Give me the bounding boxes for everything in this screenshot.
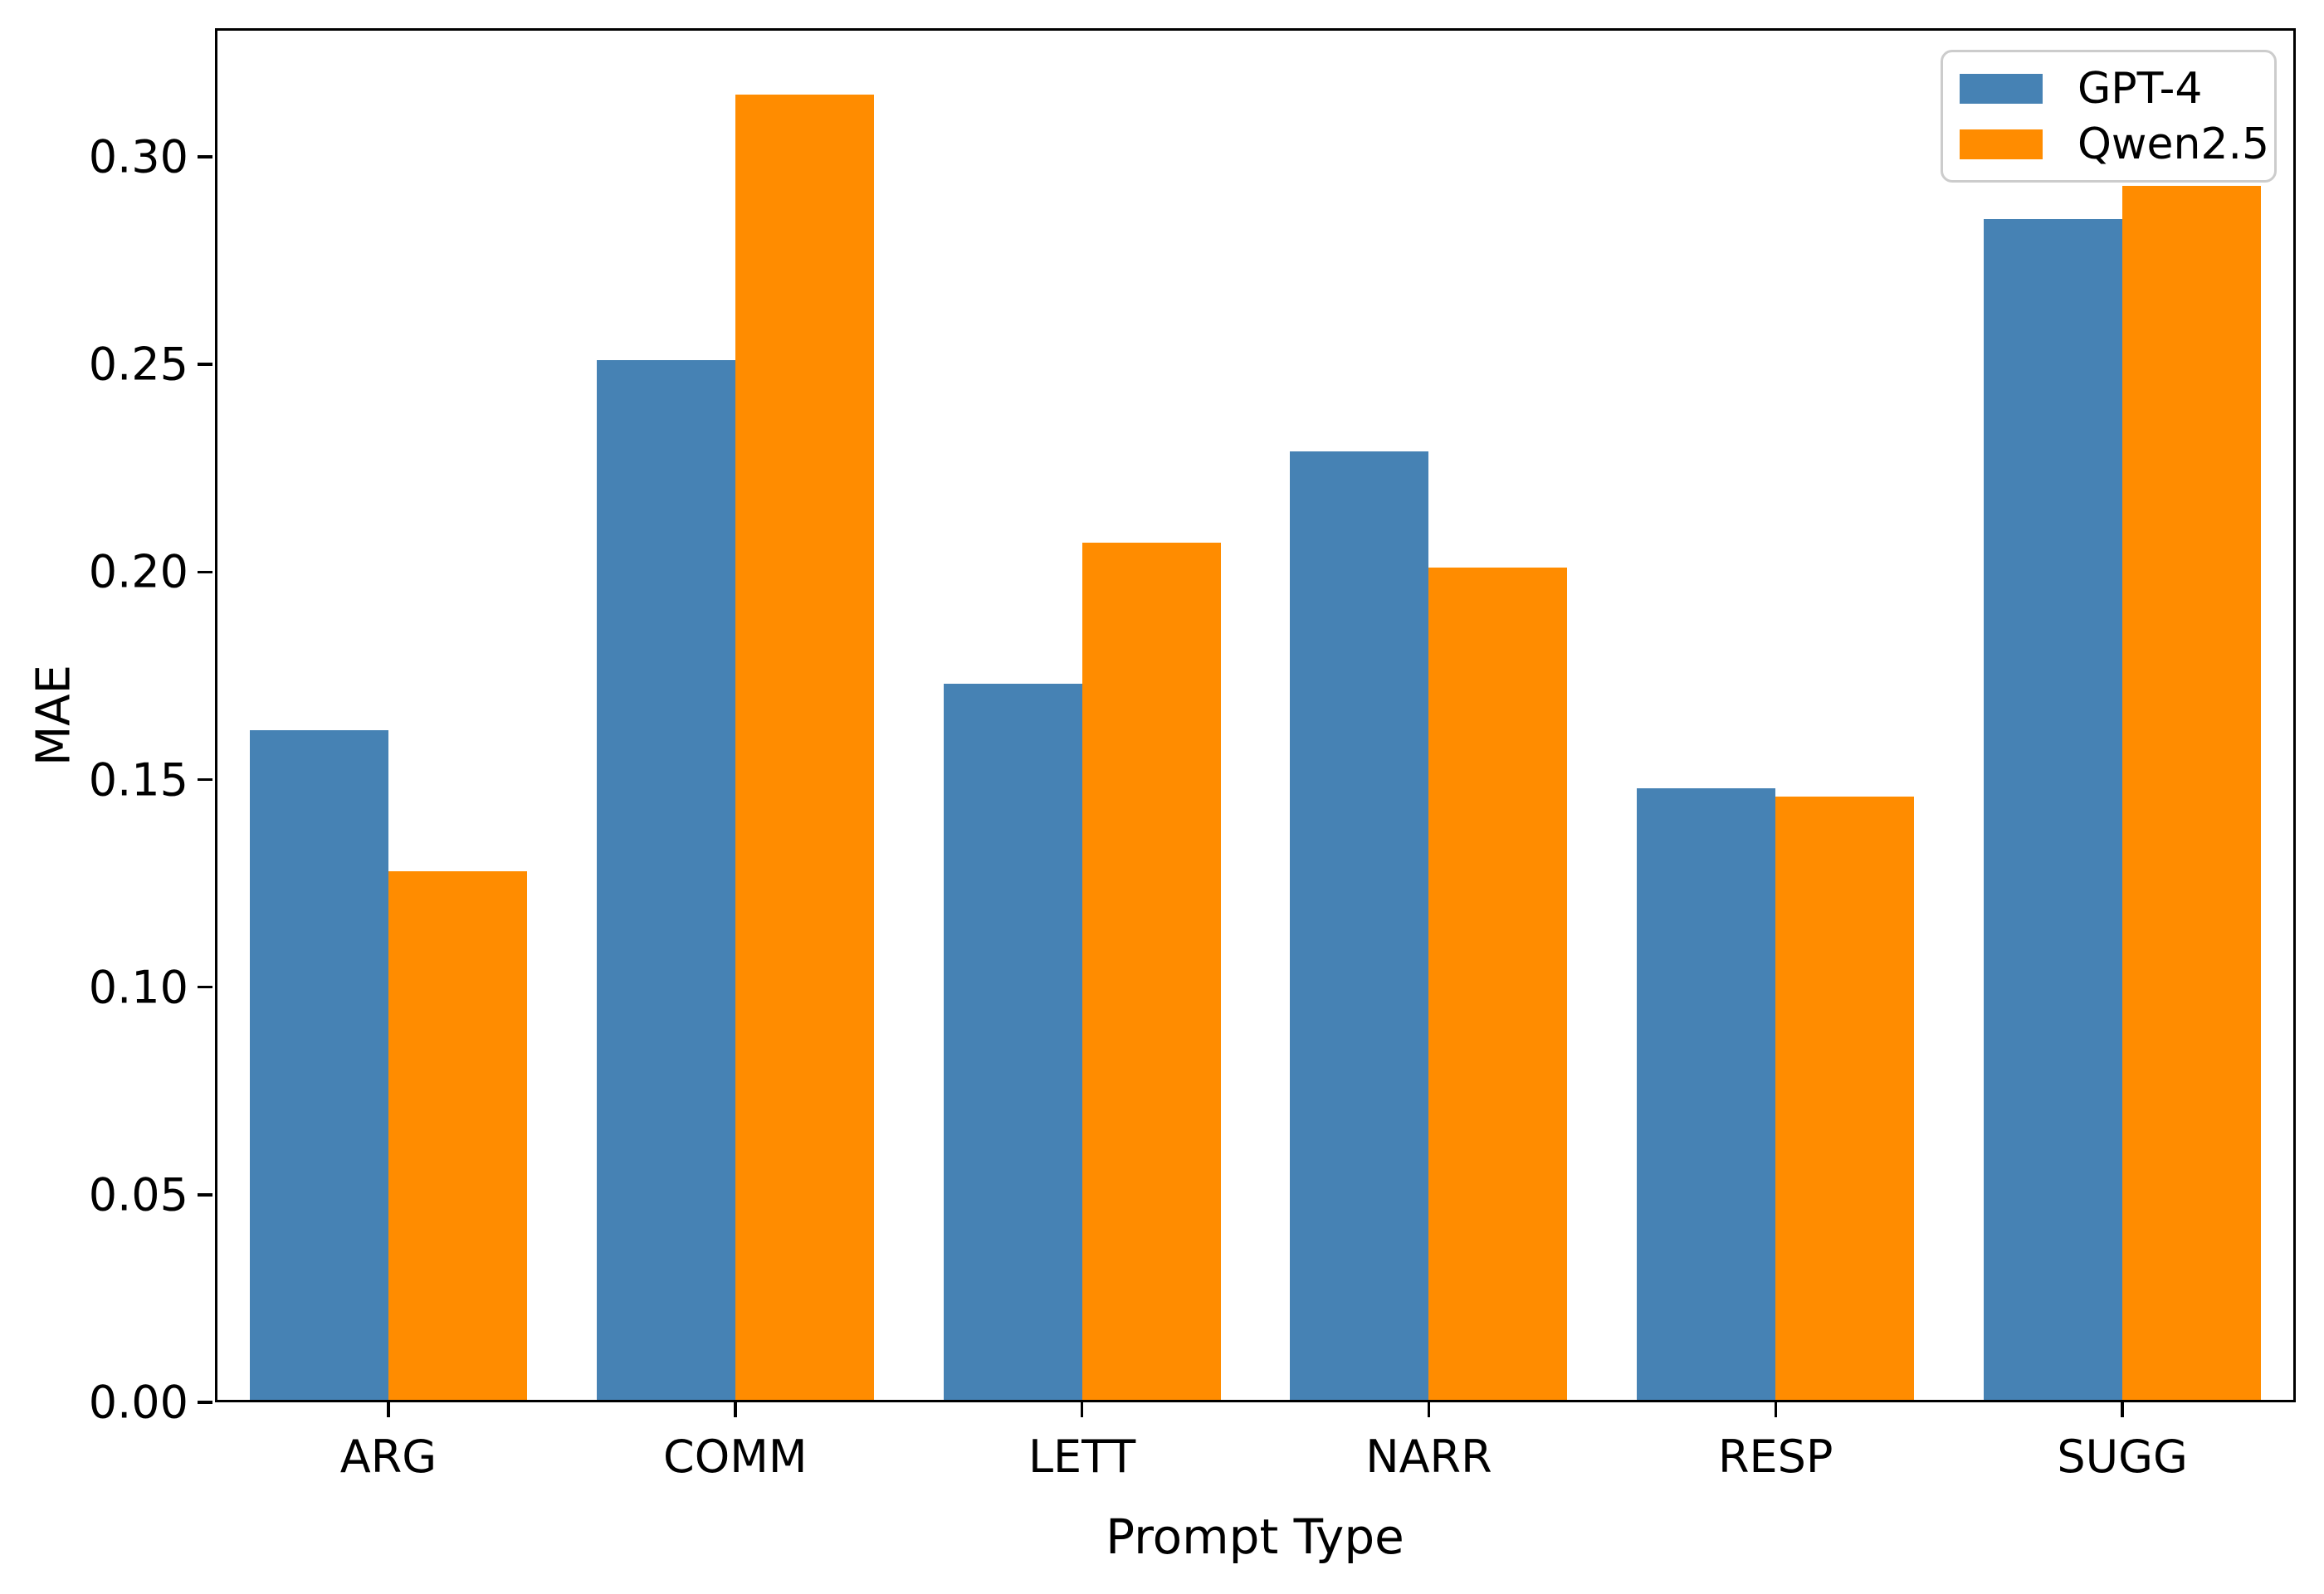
y-tick-mark — [198, 778, 212, 782]
bar-qwen2-5-arg — [388, 870, 527, 1402]
legend: GPT-4 Qwen2.5 — [1941, 50, 2277, 183]
x-tick-mark — [2121, 1402, 2124, 1417]
bar-gpt-4-comm — [596, 360, 735, 1402]
x-tick-mark — [734, 1402, 737, 1417]
x-tick-label-resp: RESP — [1718, 1431, 1833, 1483]
y-tick-label: 0.15 — [88, 753, 188, 807]
bar-gpt-4-sugg — [1984, 219, 2123, 1402]
bar-qwen2-5-comm — [735, 95, 874, 1402]
x-tick-label-lett: LETT — [1028, 1431, 1136, 1483]
x-tick-label-arg: ARG — [339, 1431, 437, 1483]
x-tick-mark — [387, 1402, 390, 1417]
legend-label-gpt-4: GPT-4 — [2077, 63, 2203, 114]
y-axis-label: MAE — [27, 664, 81, 767]
y-tick-label: 0.10 — [88, 961, 188, 1014]
x-tick-label-narr: NARR — [1365, 1431, 1492, 1483]
legend-label-qwen2-5: Qwen2.5 — [2077, 119, 2270, 169]
y-tick-label: 0.30 — [88, 130, 188, 183]
y-tick-label: 0.00 — [88, 1376, 188, 1429]
x-tick-mark — [1427, 1402, 1431, 1417]
x-tick-mark — [1774, 1402, 1777, 1417]
x-tick-label-comm: COMM — [663, 1431, 808, 1483]
x-tick-label-sugg: SUGG — [2057, 1431, 2188, 1483]
legend-patch-qwen2-5 — [1960, 129, 2043, 159]
bar-qwen2-5-sugg — [2122, 186, 2262, 1402]
bar-gpt-4-resp — [1637, 787, 1776, 1402]
bar-gpt-4-lett — [943, 684, 1082, 1402]
legend-patch-gpt-4 — [1960, 73, 2043, 104]
y-tick-mark — [198, 985, 212, 989]
y-tick-mark — [198, 570, 212, 574]
y-tick-mark — [198, 155, 212, 158]
bar-gpt-4-arg — [249, 729, 388, 1402]
y-tick-label: 0.25 — [88, 338, 188, 391]
bar-gpt-4-narr — [1290, 451, 1429, 1402]
y-tick-mark — [198, 1401, 212, 1404]
bar-qwen2-5-narr — [1428, 568, 1568, 1402]
y-tick-label: 0.20 — [88, 545, 188, 598]
plot-area: 0.00 0.05 0.10 0.15 0.20 0.25 0.30 ARG COMM LETT N… — [89, 28, 2296, 1483]
legend-row-qwen2-5: Qwen2.5 — [1960, 116, 2269, 172]
y-tick-mark — [198, 363, 212, 366]
y-tick-label: 0.05 — [88, 1168, 188, 1221]
x-tick-mark — [1080, 1402, 1084, 1417]
bar-qwen2-5-resp — [1775, 796, 1915, 1402]
y-tick-mark — [198, 1193, 212, 1197]
x-axis-label: Prompt Type — [1106, 1509, 1404, 1565]
bar-qwen2-5-lett — [1081, 543, 1221, 1402]
legend-row-gpt-4: GPT-4 — [1960, 61, 2258, 116]
